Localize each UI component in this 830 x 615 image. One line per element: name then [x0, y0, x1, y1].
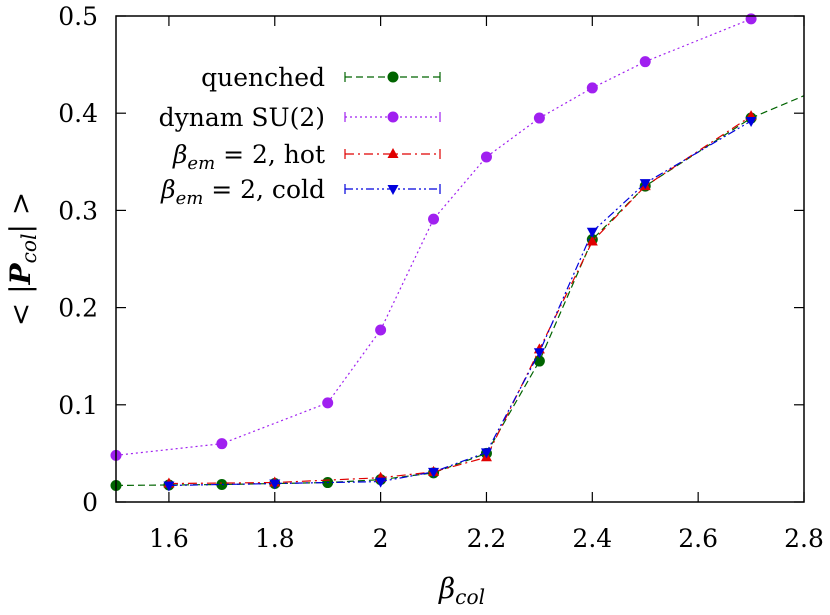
- y-tick-label: 0.2: [58, 294, 98, 323]
- data-point: [163, 481, 175, 492]
- legend-marker: [387, 185, 399, 195]
- legend-label: quenched: [201, 63, 325, 92]
- y-tick-label: 0.4: [58, 99, 98, 128]
- data-point: [745, 13, 757, 25]
- legend-marker: [387, 111, 399, 123]
- legend-entry: βem = 2, cold: [160, 175, 441, 209]
- series-line: [115, 18, 752, 456]
- x-tick-label: 2.8: [784, 524, 824, 553]
- y-axis-title: < |Pcol| >: [4, 192, 41, 327]
- y-tick-label: 0.3: [58, 196, 98, 225]
- y-tick-label: 0.1: [58, 391, 98, 420]
- data-point: [216, 438, 228, 450]
- series-1: [110, 13, 757, 461]
- data-point: [269, 479, 281, 490]
- x-tick-label: 1.6: [149, 524, 189, 553]
- data-point: [428, 467, 440, 478]
- legend-label: βem = 2, cold: [160, 175, 325, 209]
- x-tick-label: 2.4: [572, 524, 612, 553]
- legend-entry: βem = 2, hot: [172, 140, 441, 174]
- data-point: [586, 235, 598, 246]
- plot-frame: [115, 15, 805, 503]
- series-line: [168, 115, 752, 485]
- x-tick-label: 2: [373, 524, 389, 553]
- data-point: [375, 324, 387, 336]
- data-point: [639, 179, 651, 190]
- data-point: [586, 82, 598, 94]
- legend-label: dynam SU(2): [159, 103, 325, 132]
- data-point: [639, 56, 651, 68]
- y-tick-label: 0: [82, 488, 98, 517]
- ticks-layer: 1.6 1.8 2 2.2 2.4 2.6 2.8 0 0.1 0.2 0.3 0.4 0.5: [58, 2, 824, 553]
- legend-marker: [387, 71, 399, 83]
- y-tick-label: 0.5: [58, 2, 98, 31]
- x-tick-label: 2.6: [678, 524, 718, 553]
- data-point: [375, 477, 387, 488]
- data-point: [745, 116, 757, 127]
- x-tick-label: 2.2: [467, 524, 507, 553]
- data-layer: [110, 13, 805, 492]
- legend-entry: dynam SU(2): [159, 103, 441, 132]
- legend-label: βem = 2, hot: [172, 140, 325, 174]
- data-point: [216, 479, 228, 491]
- x-axis-title: βcol: [438, 572, 485, 609]
- data-point: [533, 355, 545, 367]
- series-3: [163, 116, 757, 492]
- data-point: [533, 112, 545, 124]
- data-point: [322, 397, 334, 409]
- data-point: [428, 213, 440, 225]
- legend-marker: [387, 148, 399, 158]
- data-point: [480, 151, 492, 163]
- data-point: [533, 348, 545, 359]
- data-point: [586, 227, 598, 238]
- legend-entry: quenched: [201, 63, 441, 92]
- x-tick-label: 1.8: [255, 524, 295, 553]
- data-point: [480, 448, 492, 459]
